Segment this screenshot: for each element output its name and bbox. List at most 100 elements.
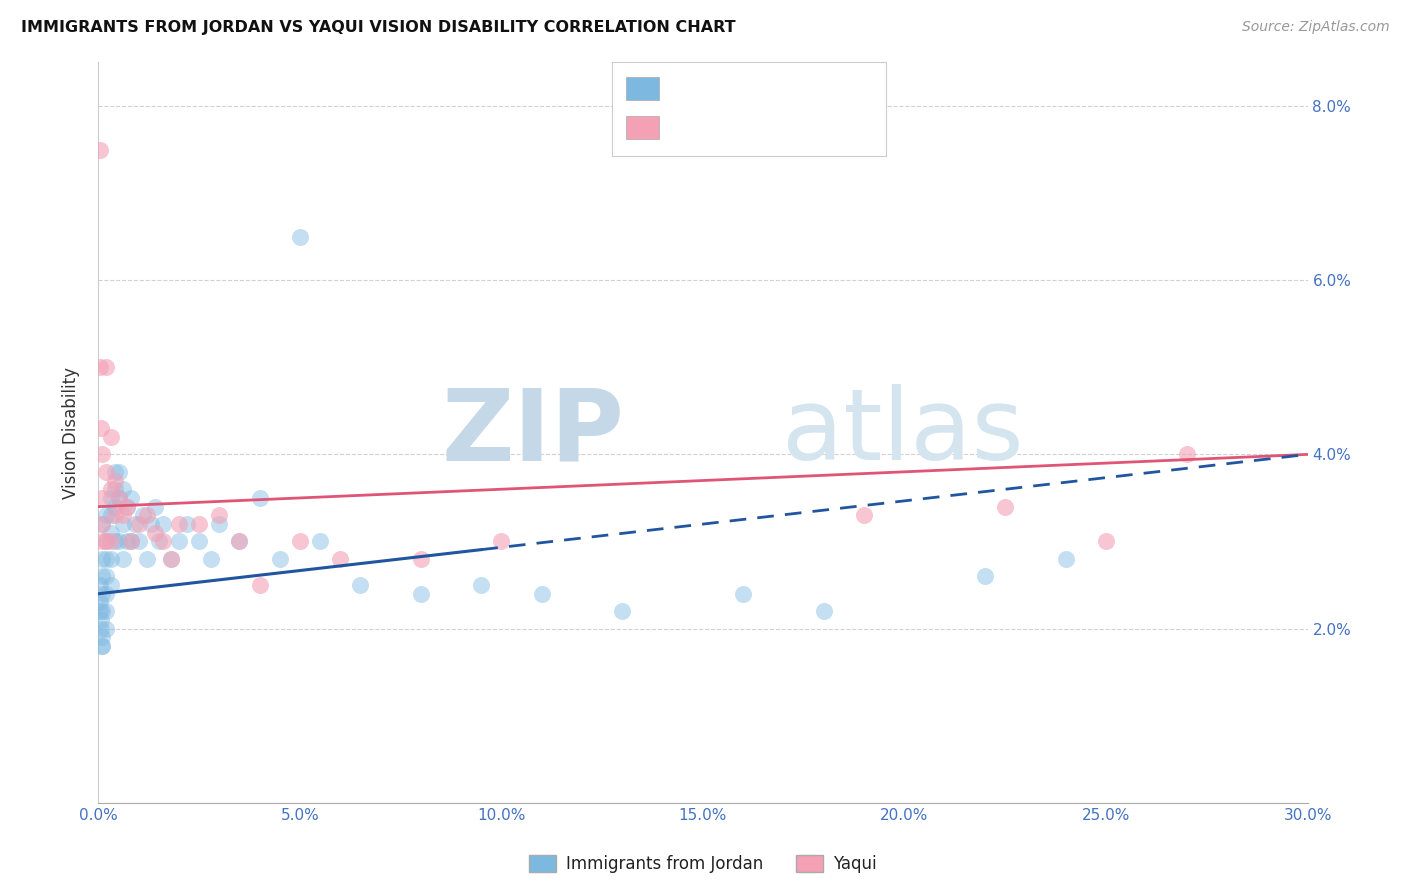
Text: Source: ZipAtlas.com: Source: ZipAtlas.com <box>1241 20 1389 34</box>
Point <box>228 534 250 549</box>
Point <box>103 508 125 523</box>
Point <box>103 482 125 496</box>
Point <box>103 465 125 479</box>
Point <box>208 508 231 523</box>
Point <box>132 508 155 523</box>
Point <box>409 587 432 601</box>
Point <box>1095 534 1118 549</box>
Point <box>89 595 111 609</box>
Point <box>269 552 291 566</box>
Point <box>100 534 122 549</box>
Point <box>103 500 125 514</box>
Point <box>90 630 112 644</box>
Text: atlas: atlas <box>782 384 1024 481</box>
Point <box>91 447 114 461</box>
Point <box>91 639 114 653</box>
Point <box>89 578 111 592</box>
Point <box>530 587 553 601</box>
Point <box>309 534 332 549</box>
Point <box>100 525 122 540</box>
Point <box>160 552 183 566</box>
Point <box>100 552 122 566</box>
Point <box>89 143 111 157</box>
Point <box>208 517 231 532</box>
Point <box>89 360 111 375</box>
Point <box>120 534 142 549</box>
Point <box>96 465 118 479</box>
Point <box>470 578 492 592</box>
Point <box>103 474 125 488</box>
Point <box>409 552 432 566</box>
Point <box>974 569 997 583</box>
Point <box>329 552 352 566</box>
Point <box>115 534 138 549</box>
Point <box>96 587 118 601</box>
Point <box>96 534 118 549</box>
Point <box>91 491 114 505</box>
Point <box>160 552 183 566</box>
Point <box>100 491 122 505</box>
Point <box>96 622 118 636</box>
Point <box>152 517 174 532</box>
Point <box>96 552 118 566</box>
Point <box>91 534 114 549</box>
Point <box>91 569 114 583</box>
Point <box>107 534 129 549</box>
Text: R = 0.089   N = 67: R = 0.089 N = 67 <box>671 76 870 95</box>
Point <box>107 491 129 505</box>
Point <box>96 508 118 523</box>
Point <box>100 482 122 496</box>
Point <box>152 534 174 549</box>
Point <box>733 587 755 601</box>
Point <box>135 508 157 523</box>
Point <box>135 552 157 566</box>
Point <box>143 500 166 514</box>
Point <box>167 534 190 549</box>
Text: R = 0.090   N = 37: R = 0.090 N = 37 <box>671 114 870 133</box>
Point <box>612 604 634 618</box>
Point <box>91 552 114 566</box>
Point <box>103 534 125 549</box>
Point <box>139 517 162 532</box>
Point <box>111 517 134 532</box>
Point <box>249 491 271 505</box>
Point <box>90 421 112 435</box>
Text: IMMIGRANTS FROM JORDAN VS YAQUI VISION DISABILITY CORRELATION CHART: IMMIGRANTS FROM JORDAN VS YAQUI VISION D… <box>21 20 735 35</box>
Point <box>813 604 835 618</box>
Point <box>90 613 112 627</box>
Point <box>115 500 138 514</box>
Point <box>91 587 114 601</box>
Point <box>89 604 111 618</box>
Point <box>288 229 311 244</box>
Point <box>176 517 198 532</box>
Point <box>107 491 129 505</box>
Point <box>491 534 513 549</box>
Text: ZIP: ZIP <box>441 384 624 481</box>
Point <box>148 534 170 549</box>
Point <box>249 578 271 592</box>
Point <box>200 552 222 566</box>
Point <box>100 508 122 523</box>
Point <box>143 525 166 540</box>
Point <box>188 534 211 549</box>
Point <box>111 482 134 496</box>
Legend: Immigrants from Jordan, Yaqui: Immigrants from Jordan, Yaqui <box>523 848 883 880</box>
Point <box>91 517 114 532</box>
Point <box>853 508 876 523</box>
Point <box>167 517 190 532</box>
Point <box>91 517 114 532</box>
Point <box>288 534 311 549</box>
Point <box>1175 447 1198 461</box>
Point <box>115 500 138 514</box>
Point <box>91 639 114 653</box>
Point <box>111 508 134 523</box>
Y-axis label: Vision Disability: Vision Disability <box>62 367 80 499</box>
Point <box>128 534 150 549</box>
Point <box>128 517 150 532</box>
Point <box>96 534 118 549</box>
Point <box>188 517 211 532</box>
Point <box>107 465 129 479</box>
Point <box>349 578 371 592</box>
Point <box>96 604 118 618</box>
Point <box>124 517 146 532</box>
